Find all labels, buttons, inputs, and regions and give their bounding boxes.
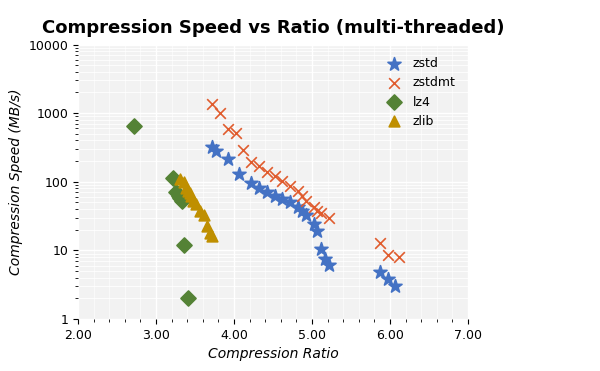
zstd [325, 262, 334, 267]
zlib [205, 230, 215, 236]
lz4 [175, 195, 185, 201]
zlib [175, 177, 185, 183]
zstdmt [317, 210, 326, 216]
Y-axis label: Compression Speed (MB/s): Compression Speed (MB/s) [9, 89, 23, 275]
zstd [223, 156, 233, 162]
zstdmt [278, 178, 287, 184]
Title: Compression Speed vs Ratio (multi-threaded): Compression Speed vs Ratio (multi-thread… [42, 19, 504, 37]
zlib [185, 190, 194, 196]
zstdmt [262, 169, 272, 175]
zstdmt [375, 240, 385, 246]
zlib [203, 223, 212, 229]
zstdmt [239, 147, 248, 152]
zstdmt [286, 183, 295, 188]
lz4 [172, 188, 181, 194]
zstdmt [301, 198, 311, 204]
zlib [188, 198, 197, 204]
zstd [309, 221, 319, 227]
lz4 [183, 295, 193, 301]
zstdmt [208, 101, 217, 107]
zlib [191, 201, 200, 207]
zstd [278, 196, 287, 201]
zlib [208, 233, 217, 239]
zstdmt [383, 252, 392, 258]
lz4 [179, 242, 189, 248]
zstd [254, 185, 264, 191]
zstdmt [309, 204, 319, 210]
zstd [317, 246, 326, 252]
zstdmt [325, 215, 334, 221]
zstd [391, 283, 400, 289]
zstd [301, 212, 311, 218]
zstdmt [223, 126, 233, 132]
zstd [297, 208, 307, 214]
zstdmt [297, 193, 307, 199]
zlib [187, 193, 196, 198]
zstd [262, 188, 272, 194]
zstdmt [313, 208, 322, 214]
zlib [183, 188, 193, 194]
zstd [286, 200, 295, 206]
zlib [199, 212, 208, 218]
zstd [320, 256, 330, 262]
zstd [211, 148, 221, 154]
zstd [293, 204, 303, 210]
zstdmt [247, 159, 256, 165]
zlib [182, 186, 191, 191]
zstdmt [293, 188, 303, 194]
zstd [208, 144, 217, 150]
zstd [313, 228, 322, 234]
lz4 [177, 198, 187, 204]
zlib [195, 208, 205, 214]
zstdmt [215, 109, 225, 115]
lz4 [169, 175, 178, 181]
zstdmt [270, 173, 280, 179]
zstd [270, 193, 280, 198]
Legend: zstd, zstdmt, lz4, zlib: zstd, zstdmt, lz4, zlib [375, 51, 462, 134]
zstdmt [254, 163, 264, 169]
zstd [375, 269, 385, 275]
zstd [383, 276, 392, 282]
zstd [247, 180, 256, 186]
lz4 [130, 123, 139, 129]
X-axis label: Compression Ratio: Compression Ratio [208, 347, 338, 361]
lz4 [174, 193, 184, 199]
zstdmt [395, 254, 404, 260]
zstd [235, 171, 244, 177]
zlib [179, 180, 189, 186]
zstdmt [231, 130, 241, 136]
